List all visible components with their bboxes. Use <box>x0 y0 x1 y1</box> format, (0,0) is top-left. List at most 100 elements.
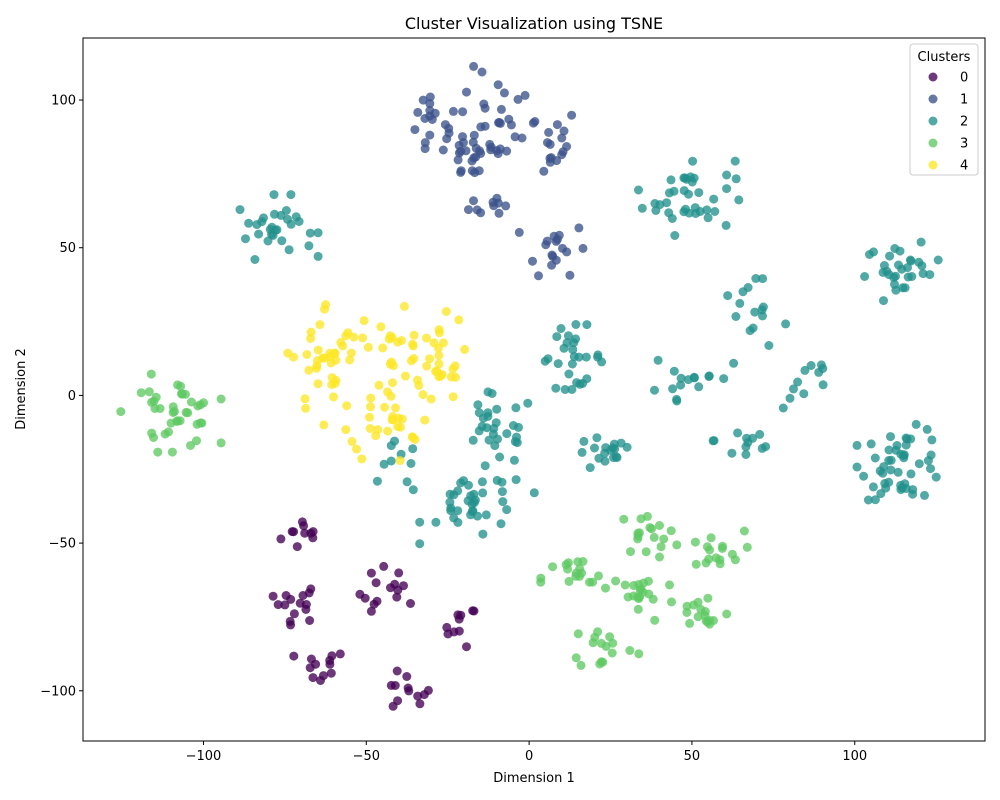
data-point <box>418 95 428 105</box>
data-point <box>884 456 894 465</box>
data-point <box>625 646 635 655</box>
data-point <box>372 476 382 486</box>
data-point <box>863 495 873 505</box>
data-point <box>688 156 698 166</box>
data-point <box>392 592 402 602</box>
data-point <box>806 361 816 370</box>
data-point <box>292 542 302 552</box>
data-point <box>691 209 701 218</box>
data-point <box>259 213 268 223</box>
data-point <box>547 260 557 270</box>
data-point <box>408 341 418 351</box>
data-point <box>758 274 768 284</box>
series-3 <box>116 369 752 670</box>
data-point <box>301 403 311 413</box>
data-point <box>655 552 664 562</box>
data-point <box>517 133 527 143</box>
data-point <box>164 427 173 437</box>
data-point <box>186 397 196 407</box>
data-point <box>859 471 869 481</box>
data-point <box>800 365 810 375</box>
data-point <box>593 350 603 360</box>
data-point <box>734 195 744 205</box>
data-point <box>304 241 314 251</box>
data-point <box>442 134 452 144</box>
data-point <box>327 651 337 661</box>
data-point <box>408 444 418 454</box>
data-point <box>911 419 921 429</box>
data-point <box>778 403 788 413</box>
data-point <box>868 482 878 492</box>
data-point <box>448 106 458 116</box>
data-point <box>706 533 716 543</box>
data-point <box>689 600 698 610</box>
data-point <box>144 387 154 397</box>
data-point <box>705 545 715 555</box>
data-point <box>453 155 463 165</box>
data-point <box>552 332 562 342</box>
data-point <box>434 359 444 369</box>
data-point <box>493 80 503 90</box>
data-point <box>649 532 659 542</box>
data-point <box>545 139 555 149</box>
data-point <box>557 133 567 143</box>
data-point <box>374 380 384 390</box>
data-point <box>738 287 748 297</box>
data-point <box>814 367 824 377</box>
data-point <box>544 127 554 137</box>
data-point <box>327 373 337 383</box>
data-point <box>764 341 774 350</box>
data-point <box>564 576 574 586</box>
data-point <box>552 120 562 130</box>
data-point <box>733 428 743 438</box>
data-point <box>917 261 927 271</box>
data-point <box>295 598 305 608</box>
data-point <box>781 319 791 329</box>
x-axis-label: Dimension 1 <box>493 771 575 786</box>
data-point <box>216 394 226 404</box>
data-point <box>254 229 264 239</box>
data-point <box>300 528 310 538</box>
data-point <box>449 627 459 637</box>
data-point <box>464 480 473 490</box>
y-tick-label: 0 <box>68 389 76 404</box>
data-point <box>289 609 299 619</box>
data-point <box>665 580 674 590</box>
data-point <box>669 186 679 196</box>
series-0 <box>268 517 479 711</box>
chart-title: Cluster Visualization using TSNE <box>405 14 663 33</box>
data-point <box>647 524 657 534</box>
data-point <box>276 534 286 544</box>
data-point <box>308 527 318 537</box>
data-point <box>365 412 374 422</box>
data-point <box>592 433 602 443</box>
y-axis-ticks: −100 −50 0 50 100 <box>40 94 83 699</box>
legend-label: 3 <box>960 137 968 152</box>
data-point <box>168 402 178 412</box>
data-point <box>666 175 676 185</box>
data-point <box>284 245 294 255</box>
data-point <box>536 577 546 587</box>
data-point <box>644 589 654 599</box>
data-point <box>173 416 183 426</box>
data-point <box>409 354 419 363</box>
data-point <box>326 668 336 678</box>
data-point <box>619 514 629 524</box>
data-point <box>410 125 420 135</box>
data-point <box>347 437 357 446</box>
data-point <box>575 379 585 389</box>
data-point <box>758 302 768 312</box>
data-point <box>891 271 900 281</box>
legend-item-4: 4 <box>928 159 968 174</box>
data-point <box>605 632 615 642</box>
data-point <box>304 588 314 598</box>
data-point <box>866 439 876 449</box>
data-point <box>731 174 741 184</box>
data-point <box>466 510 476 520</box>
data-point <box>633 604 643 614</box>
data-point <box>431 517 441 527</box>
data-point <box>470 168 480 178</box>
data-point <box>886 465 896 475</box>
data-point <box>321 300 331 310</box>
data-point <box>383 387 393 397</box>
